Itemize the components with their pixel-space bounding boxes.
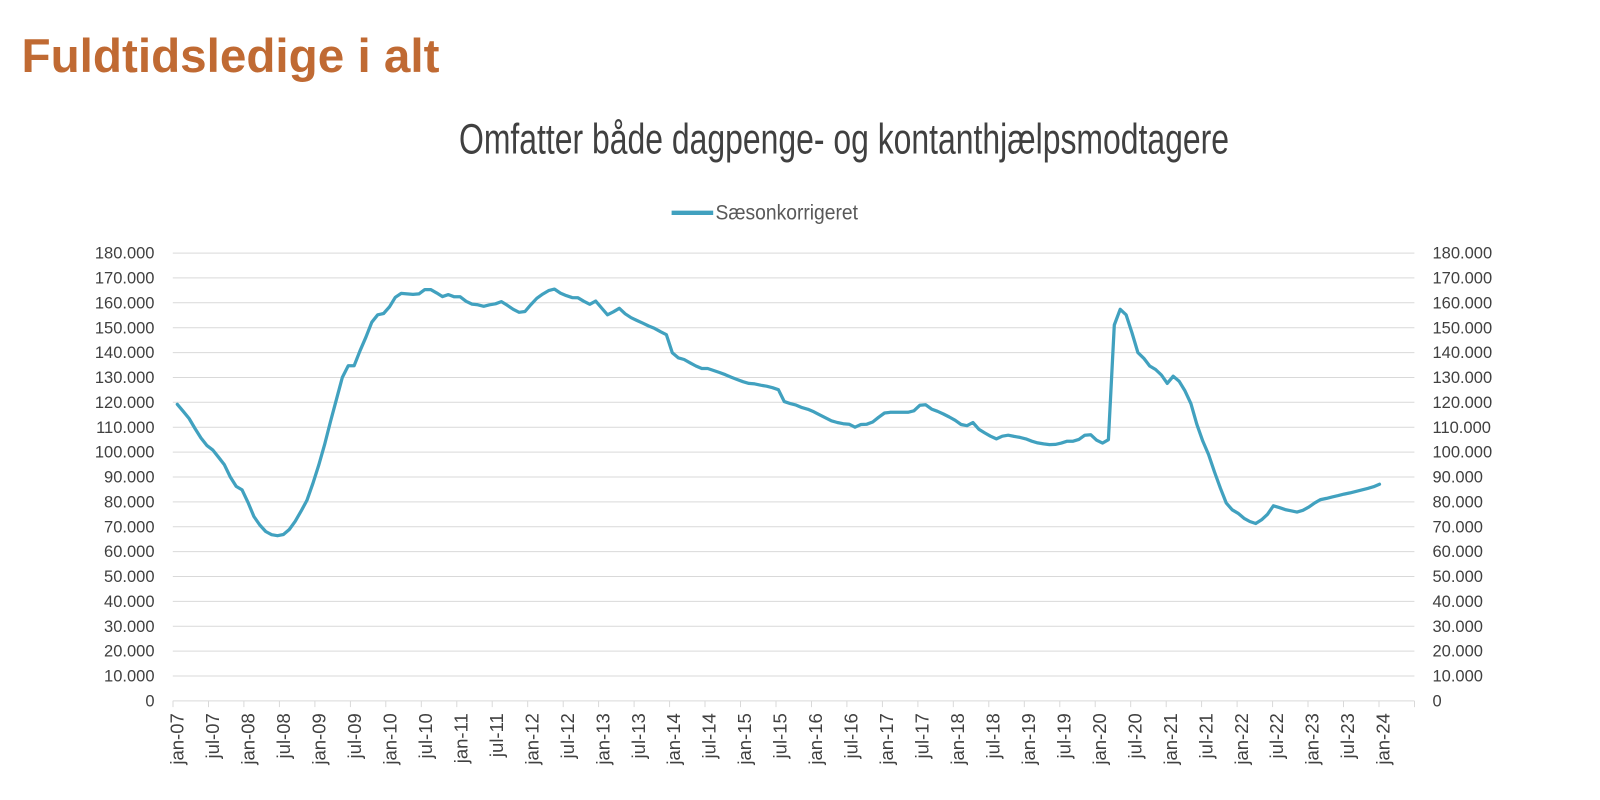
svg-text:jan-22: jan-22 [1231,713,1252,765]
svg-text:jan-18: jan-18 [947,713,968,765]
svg-text:jan-15: jan-15 [734,713,755,765]
svg-text:100.000: 100.000 [1433,444,1493,462]
svg-text:80.000: 80.000 [1433,494,1483,512]
svg-text:jul-15: jul-15 [770,713,791,759]
svg-text:140.000: 140.000 [1433,344,1493,362]
svg-text:160.000: 160.000 [95,294,155,312]
svg-text:jul-19: jul-19 [1053,713,1074,759]
svg-text:20.000: 20.000 [104,643,154,661]
svg-text:70.000: 70.000 [1433,518,1483,536]
svg-text:0: 0 [1433,693,1442,711]
svg-text:40.000: 40.000 [104,593,154,611]
svg-text:70.000: 70.000 [104,518,154,536]
svg-text:140.000: 140.000 [95,344,155,362]
svg-text:Omfatter både dagpenge- og kon: Omfatter både dagpenge- og kontanthjælps… [459,116,1229,164]
svg-text:jan-23: jan-23 [1302,713,1323,765]
svg-text:40.000: 40.000 [1433,593,1483,611]
svg-text:100.000: 100.000 [95,444,155,462]
svg-text:jul-17: jul-17 [912,713,933,759]
svg-text:jul-13: jul-13 [628,713,649,759]
svg-text:jan-20: jan-20 [1089,713,1110,765]
svg-text:Sæsonkorrigeret: Sæsonkorrigeret [716,202,859,225]
svg-text:20.000: 20.000 [1433,643,1483,661]
svg-text:150.000: 150.000 [1433,319,1493,337]
svg-text:jan-08: jan-08 [238,713,259,765]
svg-text:jul-21: jul-21 [1195,713,1216,759]
svg-text:130.000: 130.000 [1433,369,1493,387]
svg-text:50.000: 50.000 [1433,568,1483,586]
svg-text:90.000: 90.000 [104,469,154,487]
svg-text:110.000: 110.000 [1433,419,1491,437]
svg-text:jan-21: jan-21 [1160,713,1181,765]
svg-text:jul-20: jul-20 [1124,713,1145,759]
svg-text:120.000: 120.000 [95,394,155,412]
svg-text:120.000: 120.000 [1433,394,1493,412]
svg-text:jan-14: jan-14 [663,713,684,765]
svg-text:jul-16: jul-16 [841,713,862,759]
svg-text:jan-17: jan-17 [876,713,897,765]
svg-text:170.000: 170.000 [95,270,155,288]
svg-text:110.000: 110.000 [96,419,154,437]
svg-text:80.000: 80.000 [104,494,154,512]
svg-text:jul-08: jul-08 [273,713,294,759]
svg-text:160.000: 160.000 [1433,294,1493,312]
svg-text:50.000: 50.000 [104,568,154,586]
svg-text:10.000: 10.000 [1433,668,1483,686]
svg-text:jul-07: jul-07 [202,713,223,759]
svg-text:10.000: 10.000 [104,668,154,686]
svg-text:jan-13: jan-13 [592,713,613,765]
svg-text:jul-11: jul-11 [486,713,507,758]
svg-text:jan-12: jan-12 [521,713,542,765]
svg-text:jul-10: jul-10 [415,713,436,759]
svg-text:130.000: 130.000 [95,369,155,387]
svg-text:Fuldtidsledige i alt: Fuldtidsledige i alt [22,30,440,83]
svg-text:jul-14: jul-14 [699,713,720,759]
svg-text:jul-09: jul-09 [344,713,365,759]
svg-text:30.000: 30.000 [104,618,154,636]
svg-text:jul-23: jul-23 [1337,713,1358,759]
svg-text:170.000: 170.000 [1433,270,1493,288]
svg-text:jan-19: jan-19 [1018,713,1039,765]
svg-text:60.000: 60.000 [1433,543,1483,561]
svg-text:jan-07: jan-07 [167,713,188,765]
svg-text:jul-18: jul-18 [983,713,1004,759]
svg-text:180.000: 180.000 [95,245,155,263]
svg-text:jul-22: jul-22 [1266,713,1287,759]
svg-text:30.000: 30.000 [1433,618,1483,636]
svg-text:0: 0 [145,693,154,711]
svg-text:150.000: 150.000 [95,319,155,337]
svg-text:jan-24: jan-24 [1373,713,1394,765]
svg-text:90.000: 90.000 [1433,469,1483,487]
svg-text:jan-10: jan-10 [380,713,401,765]
svg-text:180.000: 180.000 [1433,245,1493,263]
svg-text:jan-16: jan-16 [805,713,826,765]
svg-text:jan-11: jan-11 [450,713,471,764]
svg-text:jul-12: jul-12 [557,713,578,759]
svg-text:jan-09: jan-09 [309,713,330,765]
svg-text:60.000: 60.000 [104,543,154,561]
